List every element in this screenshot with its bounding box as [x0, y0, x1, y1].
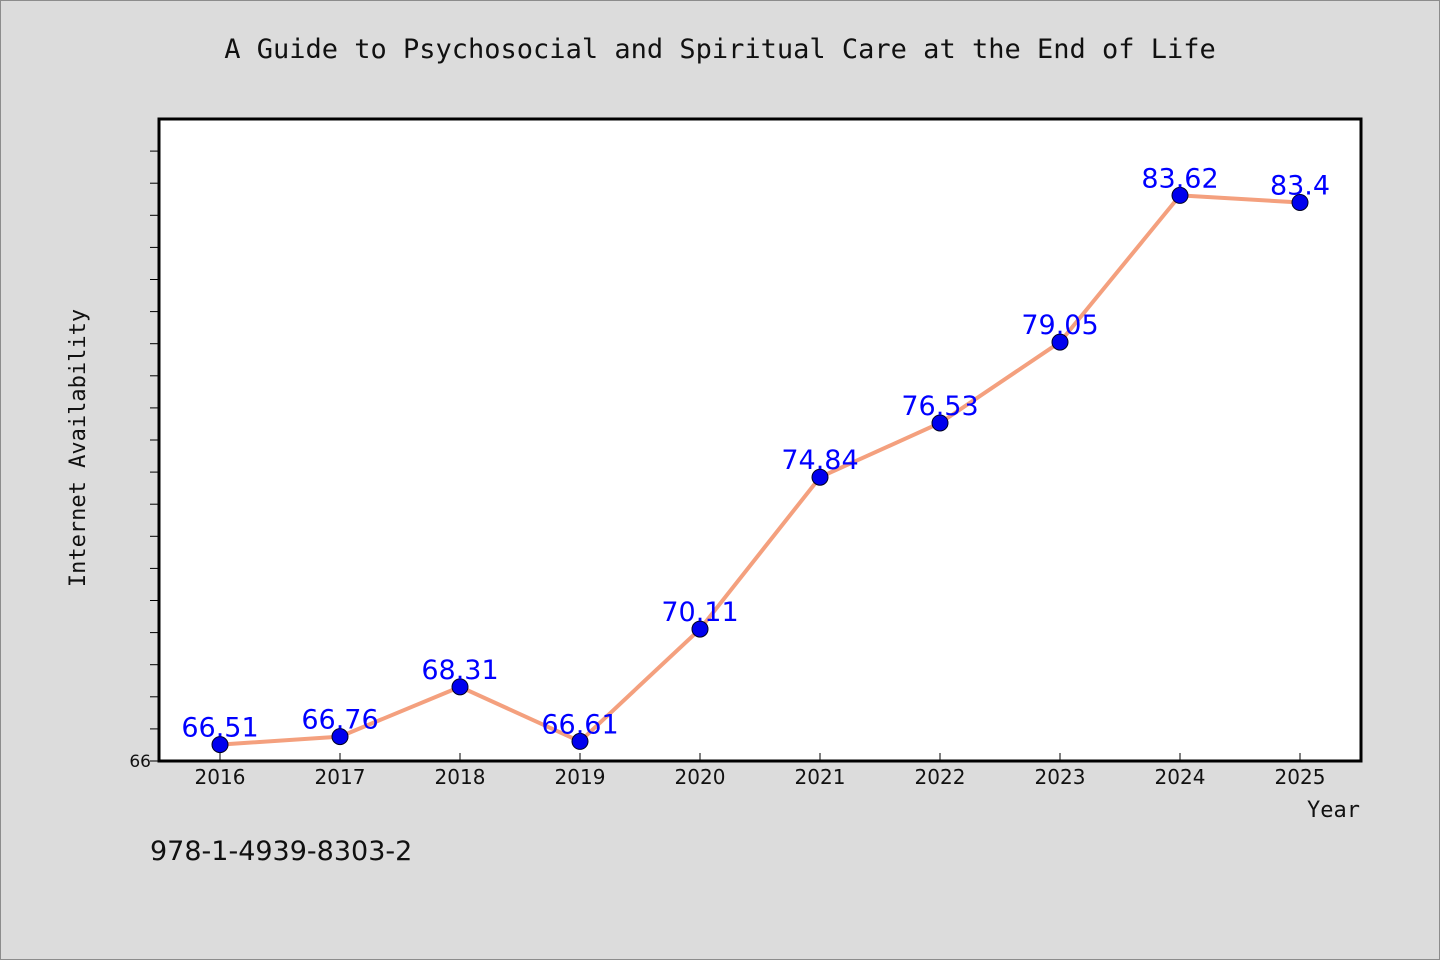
x-tick-label: 2022 — [915, 765, 966, 789]
x-axis-label: Year — [1307, 798, 1360, 823]
data-label: 74.84 — [781, 445, 858, 476]
data-label: 66.61 — [541, 709, 618, 740]
x-tick-label: 2025 — [1275, 765, 1326, 789]
data-label: 70.11 — [661, 597, 738, 628]
isbn-text: 978-1-4939-8303-2 — [150, 836, 413, 867]
y-axis-label: Internet Availability — [66, 309, 91, 587]
chart-title: A Guide to Psychosocial and Spiritual Ca… — [224, 34, 1216, 65]
x-tick-label: 2019 — [555, 765, 606, 789]
x-tick-label: 2020 — [675, 765, 726, 789]
data-label: 83.4 — [1270, 170, 1330, 201]
series-line — [218, 193, 1302, 747]
data-point — [451, 678, 469, 696]
y-tick-label: 66 — [129, 752, 151, 772]
data-point — [931, 414, 949, 432]
data-point — [1171, 186, 1189, 204]
x-axis-ticks: 2016 2017 2018 2019 2020 2021 2022 2023 2024 2025 — [195, 753, 1326, 789]
x-tick-label: 2023 — [1035, 765, 1086, 789]
data-label: 76.53 — [901, 391, 978, 422]
data-point — [1051, 333, 1069, 351]
x-tick-label: 2018 — [435, 765, 486, 789]
data-labels: 66.51 66.76 68.31 66.61 70.11 74.84 76.53 79.05… — [181, 163, 1330, 743]
data-label: 66.51 — [181, 713, 258, 744]
data-label: 66.76 — [301, 705, 378, 736]
plot-area — [157, 117, 1363, 763]
data-point — [571, 732, 589, 750]
data-label: 79.05 — [1021, 310, 1098, 341]
data-point — [331, 728, 349, 746]
data-label: 83.62 — [1141, 163, 1218, 194]
data-points — [211, 186, 1309, 754]
x-tick-label: 2021 — [795, 765, 846, 789]
x-tick-label: 2024 — [1155, 765, 1206, 789]
data-point — [1291, 193, 1309, 211]
data-point — [211, 736, 229, 754]
y-axis-ticks — [150, 150, 159, 762]
x-tick-label: 2017 — [315, 765, 366, 789]
data-label: 68.31 — [421, 655, 498, 686]
data-point — [811, 468, 829, 486]
data-point — [691, 620, 709, 638]
x-tick-label: 2016 — [195, 765, 246, 789]
